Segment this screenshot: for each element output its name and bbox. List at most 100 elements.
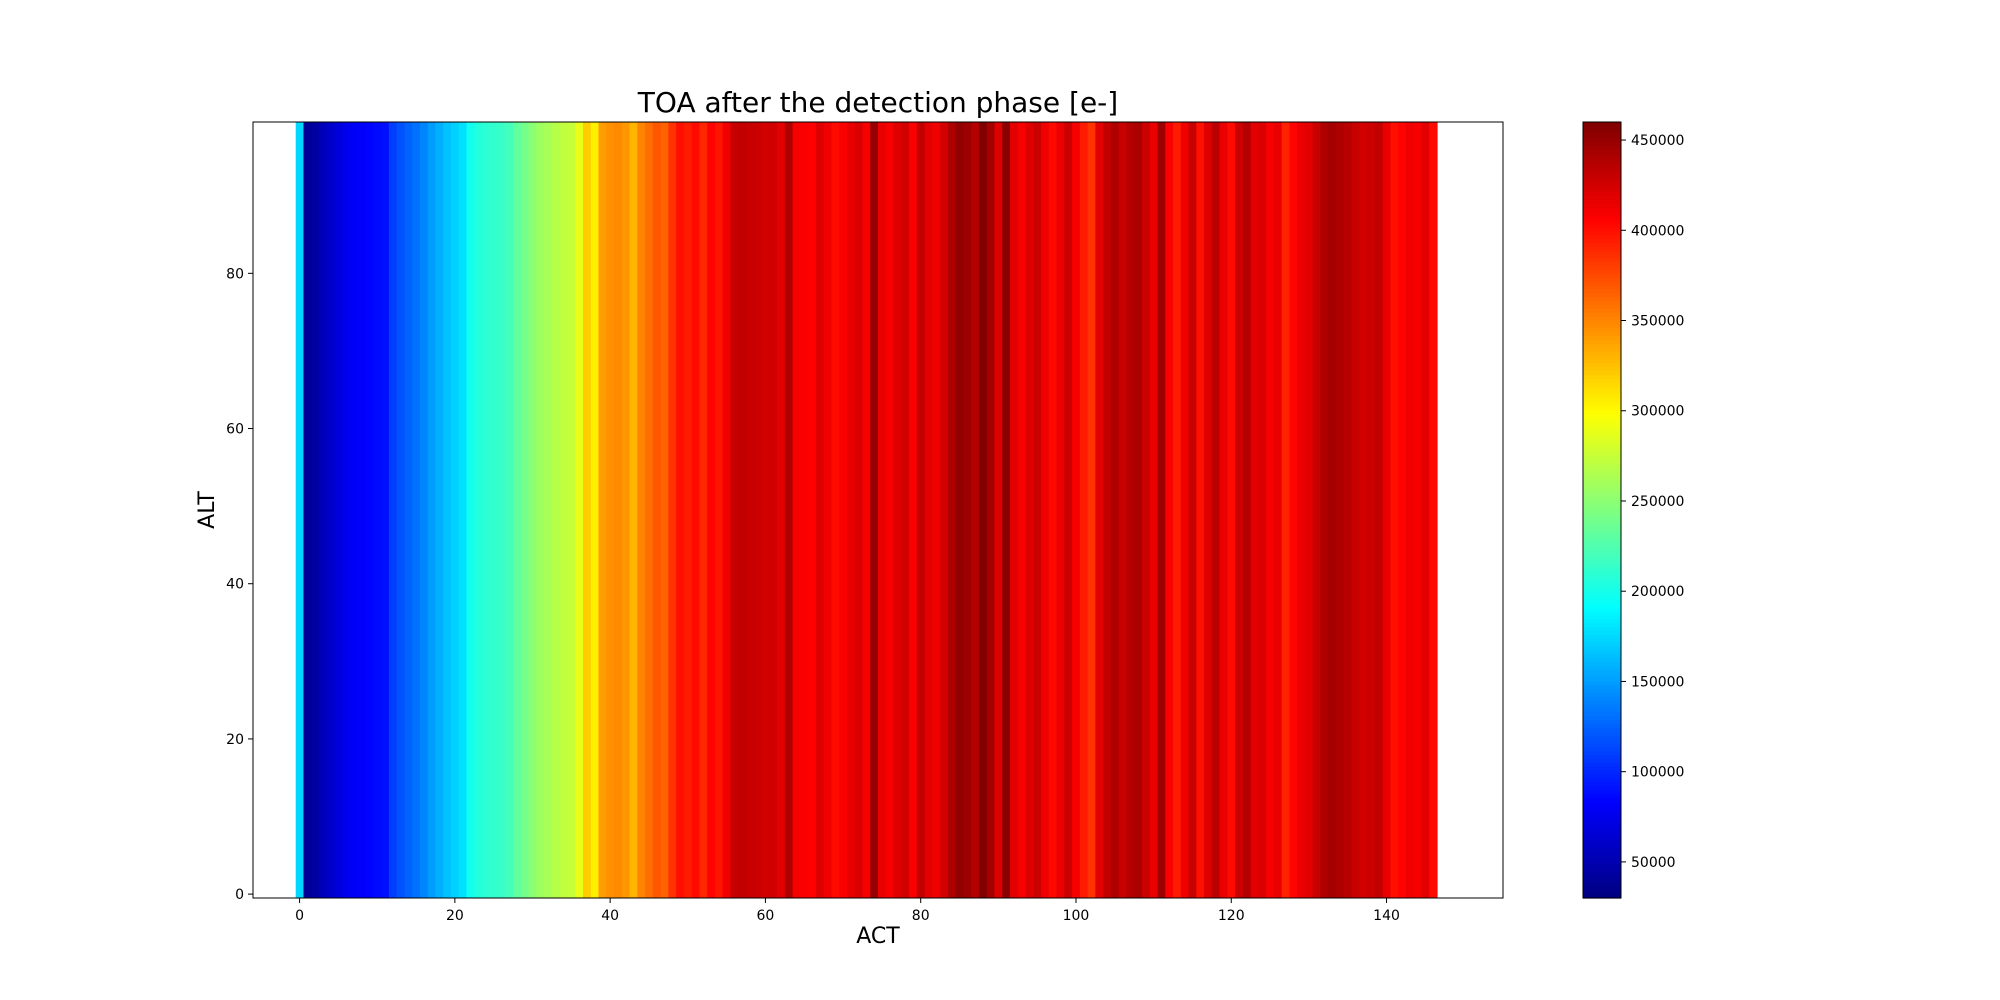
colorbar-segment [1583, 680, 1621, 686]
colorbar-segment [1583, 855, 1621, 860]
heatmap-column [567, 122, 576, 898]
colorbar-segment [1583, 560, 1621, 565]
heatmap-column [1405, 122, 1415, 898]
heatmap-column [815, 122, 825, 898]
colorbar-segment [1583, 347, 1621, 352]
heatmap-column [1429, 122, 1438, 898]
colorbar-tick-label: 200000 [1631, 584, 1684, 600]
colorbar-segment [1583, 207, 1621, 212]
colorbar-segment [1583, 176, 1621, 181]
colorbar-segment [1583, 630, 1621, 635]
heatmap-column [1141, 122, 1151, 898]
colorbar-segment [1583, 312, 1621, 317]
colorbar-segment [1583, 203, 1621, 208]
heatmap-column [1273, 122, 1283, 898]
colorbar-segment [1583, 669, 1621, 674]
colorbar-segment [1583, 738, 1621, 744]
colorbar-segment [1583, 618, 1621, 624]
colorbar-segment [1583, 265, 1621, 271]
heatmap-column [901, 122, 910, 898]
heatmap-column [373, 122, 382, 898]
colorbar-segment [1583, 409, 1621, 414]
heatmap-column [1343, 122, 1353, 898]
heatmap-column [885, 122, 895, 898]
colorbar-segment [1583, 665, 1621, 670]
heatmap-column [924, 122, 933, 898]
colorbar-segment [1583, 444, 1621, 449]
heatmap-column [994, 122, 1003, 898]
colorbar-segment [1583, 781, 1621, 787]
colorbar-segment [1583, 269, 1621, 274]
heatmap-column [614, 122, 623, 898]
colorbar-segment [1583, 401, 1621, 406]
chart-title: TOA after the detection phase [e-] [637, 86, 1118, 119]
heatmap-column [450, 122, 460, 898]
heatmap-column [412, 122, 421, 898]
colorbar-segment [1583, 870, 1621, 876]
heatmap-column [1204, 122, 1213, 898]
heatmap-column [645, 122, 654, 898]
colorbar-segment [1583, 149, 1621, 154]
colorbar-segment [1583, 537, 1621, 542]
colorbar-segment [1583, 327, 1621, 333]
heatmap-column [1328, 122, 1337, 898]
heatmap-column [357, 122, 367, 898]
colorbar-segment [1583, 735, 1621, 740]
y-axis: 0 20 40 60 80 [226, 266, 253, 903]
colorbar-segment [1583, 894, 1621, 899]
heatmap-column [932, 122, 941, 898]
colorbar-segment [1583, 440, 1621, 445]
colorbar-segment [1583, 184, 1621, 189]
heatmap-column [1382, 122, 1392, 898]
colorbar-segment [1583, 828, 1621, 833]
heatmap-column [474, 122, 483, 898]
colorbar-segment [1583, 649, 1621, 655]
colorbar-segment [1583, 529, 1621, 534]
heatmap-column [404, 122, 413, 898]
colorbar-segment [1583, 684, 1621, 690]
heatmap-column [598, 122, 607, 898]
colorbar-segment [1583, 125, 1621, 131]
heatmap-column [1421, 122, 1430, 898]
colorbar-segment [1583, 847, 1621, 853]
colorbar-segment [1583, 234, 1621, 239]
colorbar-segment [1583, 789, 1621, 794]
colorbar-segment [1583, 350, 1621, 356]
colorbar-segment [1583, 785, 1621, 790]
x-tick-label: 0 [295, 908, 304, 924]
colorbar-segment [1583, 343, 1621, 348]
heatmap-column [1211, 122, 1221, 898]
colorbar-segment [1583, 521, 1621, 527]
colorbar-segment [1583, 226, 1621, 232]
colorbar-segment [1583, 316, 1621, 321]
colorbar-segment [1583, 556, 1621, 562]
heatmap-column [676, 122, 685, 898]
heatmap-column [870, 122, 879, 898]
heatmap-column [1281, 122, 1291, 898]
heatmap-column [1258, 122, 1267, 898]
heatmap-column [784, 122, 794, 898]
colorbar-segment [1583, 381, 1621, 387]
colorbar-segment [1583, 339, 1621, 344]
heatmap-column [1165, 122, 1174, 898]
heatmap-column [699, 122, 708, 898]
heatmap-column [621, 122, 631, 898]
heatmap-column [513, 122, 522, 898]
colorbar-segment [1583, 595, 1621, 600]
colorbar-segment [1583, 812, 1621, 818]
heatmap-column [365, 122, 374, 898]
colorbar-segment [1583, 731, 1621, 736]
heatmap-column [714, 122, 724, 898]
colorbar-segment [1583, 517, 1621, 523]
heatmap-column [846, 122, 856, 898]
colorbar-tick-label: 100000 [1631, 765, 1684, 781]
colorbar-segment [1583, 308, 1621, 313]
y-tick-label: 80 [226, 266, 244, 282]
colorbar-segment [1583, 389, 1621, 395]
colorbar-segment [1583, 886, 1621, 891]
heatmap-column [746, 122, 755, 898]
y-tick-label: 40 [226, 577, 244, 593]
heatmap-column [769, 122, 778, 898]
heatmap-column [1118, 122, 1128, 898]
colorbar-segment [1583, 839, 1621, 845]
